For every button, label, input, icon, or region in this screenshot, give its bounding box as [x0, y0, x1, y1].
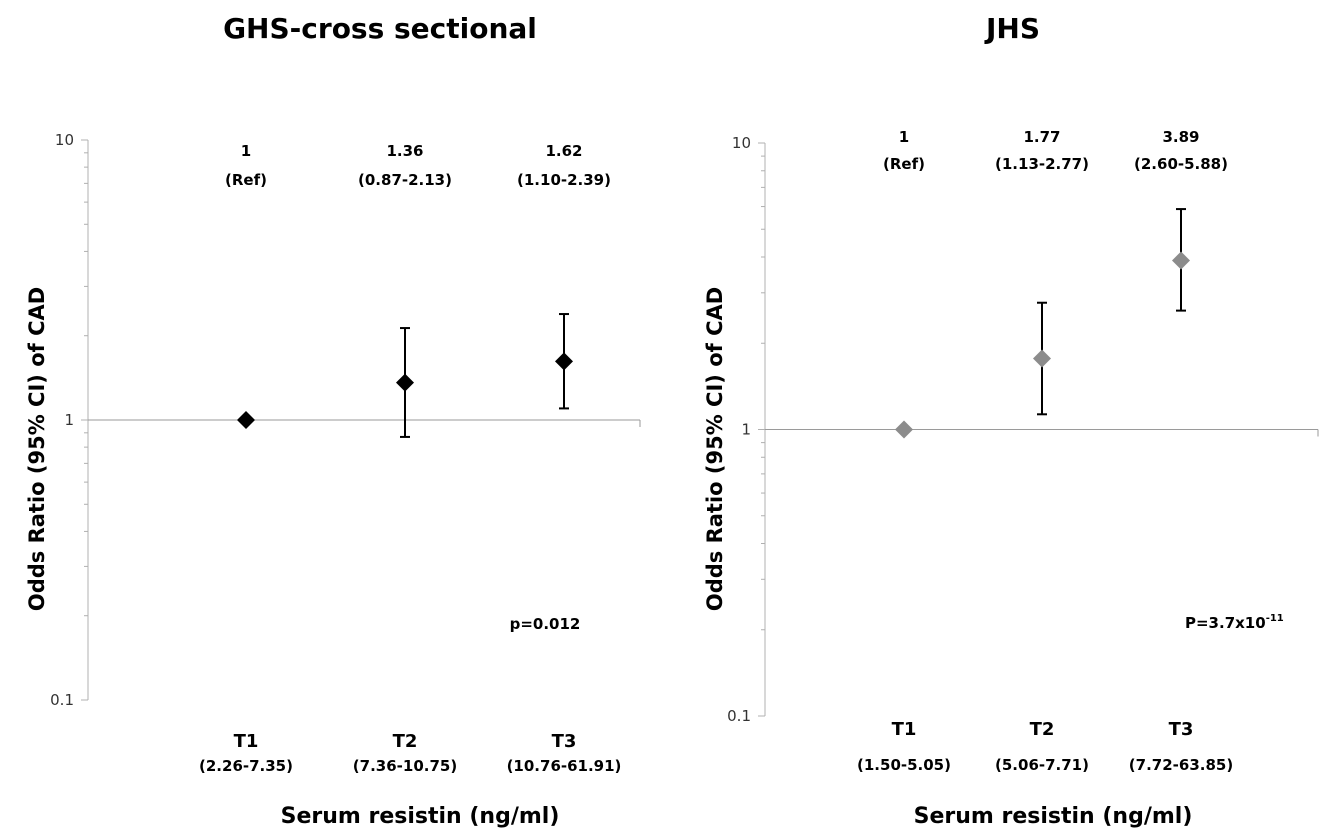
- jhs-ci-label: (1.13-2.77): [995, 155, 1089, 173]
- jhs-y-tick-label: 0.1: [727, 707, 751, 725]
- ghs-y-axis-label: Odds Ratio (95% CI) of CAD: [25, 287, 49, 611]
- panel-jhs: JHS Odds Ratio (95% CI) of CAD Serum res…: [703, 12, 1319, 829]
- jhs-p-value: P=3.7x10-11: [1185, 613, 1284, 632]
- ghs-data-point: [555, 352, 573, 371]
- jhs-data-point: [895, 420, 913, 439]
- ghs-category-range: (2.26-7.35): [199, 757, 293, 775]
- ghs-title: GHS-cross sectional: [223, 12, 537, 45]
- ghs-value-label: 1: [241, 142, 251, 160]
- jhs-category-range: (1.50-5.05): [857, 756, 951, 774]
- ghs-ci-label: (1.10-2.39): [517, 171, 611, 189]
- jhs-value-label: 1.77: [1023, 128, 1060, 146]
- jhs-data-point: [1172, 251, 1190, 270]
- ghs-ci-label: (0.87-2.13): [358, 171, 452, 189]
- jhs-y-axis-label: Odds Ratio (95% CI) of CAD: [703, 287, 727, 611]
- ghs-p-value: p=0.012: [510, 615, 581, 633]
- ghs-x-axis-label: Serum resistin (ng/ml): [281, 804, 560, 829]
- ghs-category-label: T3: [552, 731, 577, 752]
- ghs-y-tick-label: 0.1: [50, 691, 74, 709]
- jhs-p-value-exponent: -11: [1266, 613, 1284, 624]
- ghs-data-point: [237, 411, 255, 429]
- jhs-x-axis-label: Serum resistin (ng/ml): [914, 804, 1193, 829]
- ghs-data-point: [396, 373, 414, 392]
- ghs-category-range: (10.76-61.91): [507, 757, 622, 775]
- ghs-ci-label: (Ref): [225, 171, 267, 189]
- jhs-ci-label: (2.60-5.88): [1134, 155, 1228, 173]
- ghs-category-range: (7.36-10.75): [353, 757, 457, 775]
- jhs-value-label: 1: [899, 128, 909, 146]
- jhs-plot-area: 10 1 0.1 1 (Ref) T1 (1.50-5.05) 1.77 (1.13-2.77)…: [727, 128, 1319, 774]
- jhs-value-label: 3.89: [1162, 128, 1199, 146]
- ghs-value-label: 1.36: [386, 142, 423, 160]
- jhs-data-point: [1033, 349, 1051, 368]
- ghs-category-label: T2: [393, 731, 418, 752]
- jhs-p-value-base: P=3.7x10: [1185, 614, 1266, 632]
- jhs-y-tick-label: 10: [732, 134, 751, 152]
- panel-ghs: GHS-cross sectional Odds Ratio (95% CI) …: [25, 12, 641, 829]
- jhs-category-label: T1: [892, 719, 917, 740]
- ghs-y-tick-label: 10: [55, 131, 74, 149]
- ghs-value-label: 1.62: [545, 142, 582, 160]
- jhs-y-tick-label: 1: [741, 421, 751, 439]
- jhs-category-label: T3: [1169, 719, 1194, 740]
- ghs-y-tick-label: 1: [64, 411, 74, 429]
- jhs-title: JHS: [984, 12, 1040, 45]
- jhs-category-range: (7.72-63.85): [1129, 756, 1233, 774]
- jhs-ci-label: (Ref): [883, 155, 925, 173]
- ghs-plot-area: 10 1 0.1 1 (Ref) T1 (2.26-7.35) 1.36 (0.87-2.13)…: [50, 131, 641, 775]
- jhs-category-label: T2: [1030, 719, 1055, 740]
- ghs-category-label: T1: [234, 731, 259, 752]
- jhs-category-range: (5.06-7.71): [995, 756, 1089, 774]
